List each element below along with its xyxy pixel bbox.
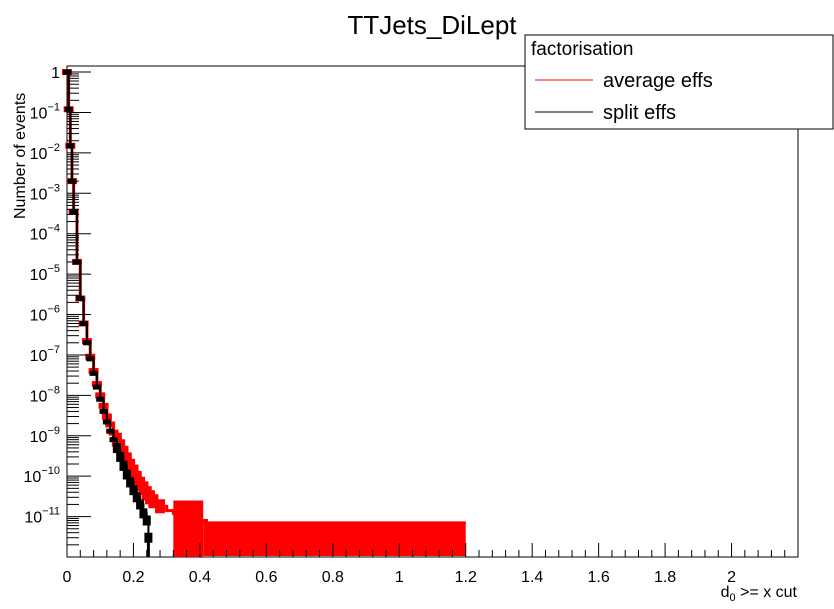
x-axis-ticks [66, 543, 799, 557]
legend[interactable]: factorisation average effs split effs [524, 34, 834, 130]
y-tick-label-base: 10 [30, 388, 48, 405]
data-point [132, 492, 141, 503]
x-axis-label-rest: >= x cut [736, 584, 798, 601]
data-point [69, 209, 78, 215]
tail-error-band [173, 500, 204, 557]
data-point [129, 485, 138, 496]
data-point [136, 499, 145, 510]
legend-box [524, 34, 834, 130]
series-layer [62, 69, 466, 557]
y-tick-label-base: 10 [30, 105, 48, 122]
legend-label-split-effs: split effs [603, 102, 676, 124]
data-point [66, 143, 75, 149]
data-point [106, 428, 115, 434]
x-axis-label-main: d [721, 584, 730, 601]
x-tick-label: 1 [395, 569, 404, 586]
data-point [96, 396, 105, 402]
y-axis-tick-labels: 110−110−210−310−410−510−610−710−810−910−… [24, 65, 61, 527]
data-point [76, 295, 85, 301]
y-tick-label-exponent: −7 [47, 344, 60, 356]
y-axis-ticks [67, 71, 91, 558]
x-tick-label: 0.8 [322, 569, 344, 586]
legend-title: factorisation [531, 39, 633, 60]
data-point [86, 356, 95, 362]
chart-title: TTJets_DiLept [347, 10, 517, 40]
x-tick-label: 2 [727, 569, 736, 586]
data-point [64, 106, 73, 112]
series-split-effs [63, 69, 153, 557]
x-axis-label: d0 >= x cut [721, 584, 798, 604]
x-tick-label: 1.4 [521, 569, 543, 586]
data-point [126, 477, 135, 488]
data-point [155, 499, 166, 514]
y-tick-label-exponent: −8 [47, 384, 60, 396]
data-point [112, 442, 121, 453]
y-tick-label-base: 10 [30, 348, 48, 365]
y-tick-label: 10−1 [30, 101, 60, 122]
y-tick-label: 1 [51, 65, 60, 82]
y-tick-label-base: 10 [30, 186, 48, 203]
y-tick-label: 10−11 [24, 506, 60, 527]
data-point [116, 451, 125, 462]
y-tick-label: 10−6 [30, 304, 60, 325]
data-point [82, 340, 91, 346]
data-point [99, 408, 108, 414]
data-point [148, 494, 159, 509]
x-axis-label-subscript: 0 [730, 592, 736, 604]
y-tick-label-exponent: −6 [47, 304, 60, 316]
x-tick-label: 0 [63, 569, 72, 586]
y-tick-label-exponent: −5 [47, 263, 60, 275]
plot-frame [66, 65, 799, 558]
y-tick-label-base: 10 [30, 308, 48, 325]
x-tick-label: 1.8 [654, 569, 676, 586]
y-tick-label: 10−9 [30, 425, 60, 446]
y-tick-label: 10−8 [30, 384, 60, 405]
y-tick-label: 10−7 [30, 344, 60, 365]
data-point [142, 515, 151, 526]
y-tick-label-base: 10 [30, 267, 48, 284]
y-tick-label: 10−10 [24, 465, 60, 486]
y-tick-label-exponent: −2 [47, 142, 60, 154]
y-tick-label-base: 1 [51, 65, 60, 82]
y-tick-label-base: 10 [30, 146, 48, 163]
tail-error-band [203, 521, 466, 556]
legend-label-average-effs: average effs [603, 70, 713, 92]
y-tick-label-exponent: −9 [47, 425, 60, 437]
y-tick-label-base: 10 [24, 510, 42, 527]
x-axis-tick-labels: 0 0.2 0.4 0.6 0.8 1 1.2 1.4 1.6 1.8 2 [63, 569, 737, 586]
x-tick-label: 0.2 [122, 569, 144, 586]
y-tick-label-exponent: −3 [47, 182, 60, 194]
y-tick-label: 10−3 [30, 182, 60, 203]
data-point [139, 508, 148, 519]
data-point [79, 320, 88, 326]
data-point [89, 370, 98, 376]
y-axis-label: Number of events [12, 93, 29, 219]
y-tick-label-base: 10 [24, 469, 42, 486]
x-tick-label: 1.6 [588, 569, 610, 586]
data-point [92, 384, 101, 390]
data-point [102, 419, 111, 425]
data-point [119, 460, 128, 471]
y-tick-label-exponent: −4 [47, 223, 60, 235]
x-tick-label: 0.4 [189, 569, 211, 586]
y-tick-label: 10−4 [30, 223, 60, 244]
y-tick-label-exponent: −1 [47, 101, 60, 113]
y-tick-label-base: 10 [30, 227, 48, 244]
y-tick-label-exponent: −11 [42, 506, 60, 518]
data-point [122, 469, 131, 480]
y-tick-label: 10−5 [30, 263, 60, 284]
y-tick-label: 10−2 [30, 142, 60, 163]
y-tick-label-base: 10 [30, 429, 48, 446]
y-tick-label-exponent: −10 [41, 465, 60, 477]
data-point [109, 437, 118, 443]
x-tick-label: 0.6 [255, 569, 277, 586]
x-tick-label: 1.2 [455, 569, 477, 586]
